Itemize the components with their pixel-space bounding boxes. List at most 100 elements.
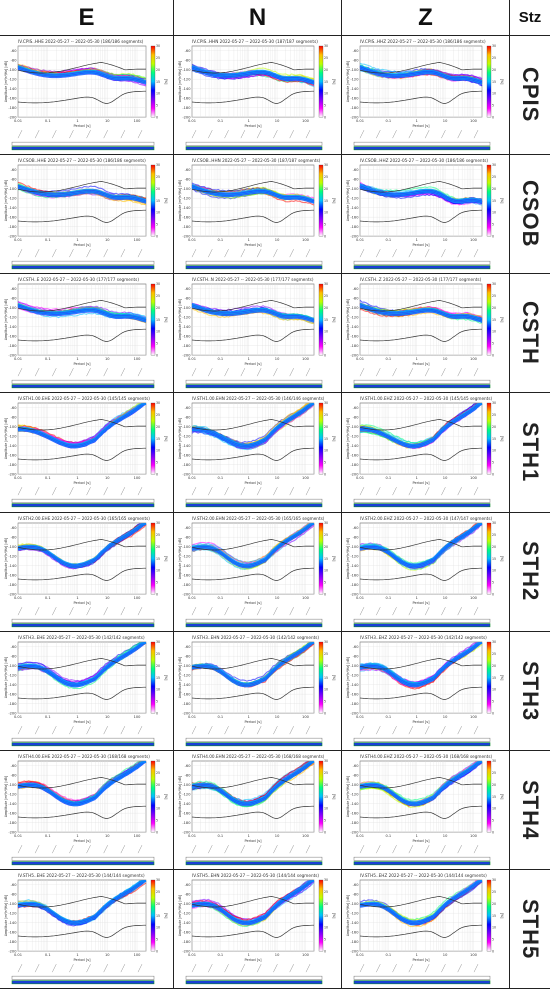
x-tick-label: 100 [470,834,478,838]
y-tick-label: -120 [182,197,191,201]
x-tick-label: 0.1 [218,119,224,123]
colorbar-tick-label: 5 [492,223,494,227]
colorbar [486,403,492,475]
y-tick-label: -100 [8,425,17,429]
colorbar-tick-label: 0 [324,115,326,119]
x-tick-label: 1 [76,953,78,957]
x-tick-label: 0.01 [188,357,196,361]
y-tick-label: -100 [350,187,359,191]
y-tick-label: -60 [185,287,192,291]
y-tick-label: -200 [350,354,359,358]
x-tick-label: 0.01 [356,953,364,957]
x-axis-label: Period [s] [244,482,262,486]
y-tick-label: -60 [353,764,360,768]
y-tick-label: -80 [353,416,360,420]
y-tick-label: -80 [185,297,192,301]
y-tick-label: -80 [11,773,18,777]
ppsd-chart: IV.STH1.00.EHZ 2022-05-27 -- 2022-05-30 … [346,396,504,508]
data-coverage-bar-outline [185,737,323,742]
panel-title: IV.STH4.00.EHE 2022-05-27 -- 2022-05-30 … [18,754,150,759]
y-tick-label: -140 [8,683,17,687]
x-tick-label: 1 [76,715,78,719]
nlnm-curve [191,209,314,223]
y-tick-label: -180 [182,106,191,110]
colorbar-tick-label: 10 [156,449,160,453]
colorbar-tick-label: 5 [492,580,494,584]
colorbar-label: [%] [500,555,504,561]
ppsd-chart: IV.STH1.00.EHN 2022-05-27 -- 2022-05-30 … [178,396,336,508]
colorbar [150,164,156,237]
psd-mode-band [359,641,482,684]
station-label-sth2: STH2 [510,512,550,632]
data-coverage-bar [353,503,491,508]
y-tick-label: -60 [353,645,360,649]
colorbar-tick-label: 20 [324,187,328,191]
colorbar-tick-label: 0 [156,473,158,477]
data-coverage-bar-outline [11,141,155,146]
colorbar-tick-label: 5 [324,103,326,107]
colorbar-tick-label: 30 [324,402,328,406]
x-tick-label: 1 [416,834,418,838]
psd-mode-band [359,403,482,446]
colorbar-tick-label: 0 [492,830,494,834]
colorbar-tick-label: 10 [156,806,160,810]
ppsd-panel-cpis-n: IV.CPIS..HHN 2022-05-27 -- 2022-05-30 (1… [174,36,342,156]
colorbar-label: [%] [332,317,336,323]
station-name: CPIS [518,67,543,123]
colorbar-tick-label: 5 [324,818,326,822]
x-tick-label: 0.01 [356,238,364,242]
panel-title: IV.STH3..EHN 2022-05-27 -- 2022-05-30 (1… [192,635,319,640]
colorbar-tick-label: 5 [492,699,494,703]
x-tick-label: 1 [416,953,418,957]
colorbar [150,403,156,475]
colorbar-tick-label: 10 [156,568,160,572]
x-tick-label: 100 [134,119,142,123]
y-tick-label: -180 [350,106,359,110]
colorbar-tick-label: 25 [492,890,496,894]
data-coverage-bar [185,146,323,151]
colorbar-label: [%] [332,198,336,204]
x-tick-label: 10 [275,357,280,361]
colorbar-tick-label: 30 [492,759,496,763]
ppsd-panel-sth4-e: IV.STH4.00.EHE 2022-05-27 -- 2022-05-30 … [0,750,174,870]
colorbar-tick-label: 25 [492,533,496,537]
colorbar-tick-label: 30 [324,640,328,644]
psd-mode-band [17,522,146,565]
colorbar [486,164,492,237]
x-tick-label: 0.01 [14,596,22,600]
ppsd-chart: IV.STH4.00.EHE 2022-05-27 -- 2022-05-30 … [4,754,168,865]
y-tick-label: -80 [353,654,360,658]
y-tick-label: -140 [350,921,359,925]
station-label-csth: CSTH [510,274,550,394]
y-tick-label: -60 [185,883,192,887]
y-tick-label: -100 [182,306,191,310]
x-tick-label: 1 [416,477,418,481]
y-tick-label: -200 [8,115,17,119]
y-tick-label: -100 [350,425,359,429]
nhnm-curve [17,538,146,550]
y-tick-label: -120 [182,77,191,81]
y-tick-label: -100 [182,68,191,72]
ppsd-panel-sth2-n: IV.STH2.00.EHN 2022-05-27 -- 2022-05-30 … [174,512,342,632]
ppsd-chart: IV.STH5..EHE 2022-05-27 -- 2022-05-30 (1… [4,873,168,985]
x-axis-label: Period [s] [412,243,430,247]
y-tick-label: -140 [350,206,359,210]
station-name: STH4 [518,779,543,840]
colorbar-tick-label: 30 [492,163,496,167]
x-tick-label: 10 [105,119,110,123]
colorbar-tick-label: 0 [324,592,326,596]
x-axis-label: Period [s] [412,482,430,486]
colorbar-tick-label: 5 [324,342,326,346]
y-tick-label: -120 [8,197,17,201]
colorbar-tick-label: 25 [324,56,328,60]
ppsd-panel-cpis-e: IV.CPIS..HHE 2022-05-27 -- 2022-05-30 (1… [0,36,174,156]
colorbar-label: [%] [164,674,168,680]
ppsd-panel-csth-e: IV.CSTH..E 2022-05-27 -- 2022-05-30 (177… [0,274,174,394]
colorbar-tick-label: 30 [324,759,328,763]
y-tick-label: -180 [350,940,359,944]
colorbar-tick-label: 15 [324,556,328,560]
colorbar-tick-label: 30 [492,44,496,48]
colorbar-tick-label: 30 [156,759,160,763]
nlnm-curve [359,805,482,819]
colorbar [150,879,156,952]
